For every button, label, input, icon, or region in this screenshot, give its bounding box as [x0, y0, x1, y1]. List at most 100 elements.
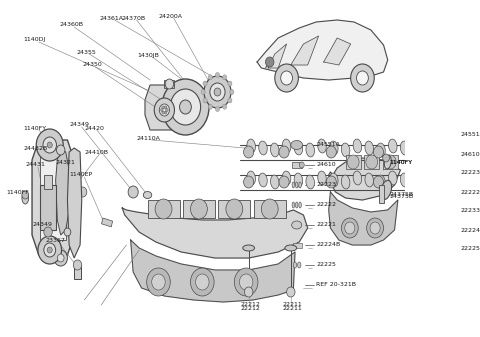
- Bar: [147, 200, 180, 218]
- Ellipse shape: [365, 173, 373, 187]
- Text: 24355: 24355: [77, 50, 96, 55]
- Ellipse shape: [441, 189, 443, 195]
- Circle shape: [208, 75, 213, 80]
- Bar: [102, 218, 113, 227]
- Ellipse shape: [438, 246, 442, 252]
- Ellipse shape: [285, 245, 297, 251]
- Circle shape: [444, 151, 449, 157]
- Ellipse shape: [437, 189, 440, 195]
- Circle shape: [47, 142, 52, 148]
- Ellipse shape: [259, 141, 267, 155]
- Circle shape: [345, 222, 355, 234]
- Text: 22222: 22222: [316, 203, 336, 208]
- Bar: [183, 200, 215, 218]
- Circle shape: [64, 228, 71, 236]
- Circle shape: [228, 81, 232, 86]
- Text: 24432B: 24432B: [24, 146, 48, 151]
- Circle shape: [261, 199, 278, 219]
- Circle shape: [78, 187, 87, 197]
- Circle shape: [73, 260, 82, 270]
- Circle shape: [57, 254, 64, 262]
- Text: 24349: 24349: [69, 123, 89, 127]
- Circle shape: [43, 137, 57, 153]
- Circle shape: [164, 106, 167, 109]
- Bar: [292, 162, 302, 168]
- Ellipse shape: [299, 182, 301, 188]
- Circle shape: [383, 154, 389, 162]
- Circle shape: [275, 64, 299, 92]
- Ellipse shape: [247, 171, 255, 185]
- Polygon shape: [329, 158, 400, 200]
- Text: 1140FF: 1140FF: [7, 189, 30, 194]
- Circle shape: [180, 100, 192, 114]
- Circle shape: [373, 146, 384, 158]
- Ellipse shape: [259, 173, 267, 187]
- Circle shape: [162, 79, 209, 135]
- Ellipse shape: [437, 170, 440, 176]
- Circle shape: [54, 250, 67, 266]
- Polygon shape: [67, 148, 82, 258]
- Circle shape: [287, 287, 295, 297]
- Bar: [40, 185, 56, 230]
- Bar: [44, 175, 52, 189]
- Text: 24410B: 24410B: [84, 150, 108, 154]
- Ellipse shape: [365, 141, 373, 155]
- Text: 22225: 22225: [460, 246, 480, 251]
- Text: 23367: 23367: [46, 238, 65, 243]
- Text: 22211: 22211: [282, 306, 302, 310]
- Circle shape: [166, 109, 168, 112]
- Circle shape: [384, 155, 396, 169]
- Ellipse shape: [296, 182, 298, 188]
- Text: 24551A: 24551A: [460, 132, 480, 137]
- Circle shape: [228, 98, 232, 103]
- Ellipse shape: [436, 130, 447, 140]
- Circle shape: [351, 64, 374, 92]
- Polygon shape: [324, 38, 351, 65]
- Circle shape: [162, 111, 164, 114]
- Ellipse shape: [377, 143, 385, 157]
- Polygon shape: [56, 148, 69, 235]
- Text: 22233: 22233: [460, 209, 480, 214]
- Text: 24361A: 24361A: [99, 16, 123, 21]
- Bar: [364, 155, 379, 169]
- Polygon shape: [291, 36, 319, 65]
- Text: 24360B: 24360B: [59, 23, 83, 28]
- Circle shape: [216, 72, 219, 78]
- Ellipse shape: [444, 170, 446, 176]
- Circle shape: [159, 104, 169, 116]
- Ellipse shape: [294, 173, 303, 187]
- Circle shape: [57, 145, 65, 155]
- Text: 22212: 22212: [240, 303, 260, 307]
- Circle shape: [244, 287, 253, 297]
- Circle shape: [38, 236, 61, 264]
- Bar: [74, 265, 81, 279]
- Text: 24350: 24350: [83, 62, 102, 67]
- Text: 1140DJ: 1140DJ: [24, 37, 46, 42]
- Ellipse shape: [282, 171, 291, 185]
- Circle shape: [223, 104, 227, 109]
- Text: 24420: 24420: [84, 125, 104, 130]
- Text: 1430JB: 1430JB: [137, 53, 159, 58]
- Text: 24375B: 24375B: [389, 192, 414, 197]
- Circle shape: [216, 106, 219, 112]
- Ellipse shape: [299, 202, 301, 208]
- Ellipse shape: [341, 143, 350, 157]
- Circle shape: [234, 268, 258, 296]
- Ellipse shape: [388, 139, 397, 153]
- Text: 22225: 22225: [316, 263, 336, 268]
- Circle shape: [226, 199, 243, 219]
- Circle shape: [195, 274, 209, 290]
- Bar: [293, 243, 302, 248]
- Circle shape: [326, 176, 336, 188]
- Text: 1140FY: 1140FY: [24, 125, 47, 130]
- Ellipse shape: [329, 173, 338, 187]
- Ellipse shape: [292, 202, 295, 208]
- Circle shape: [203, 98, 207, 103]
- Circle shape: [279, 176, 289, 188]
- Bar: [346, 155, 361, 169]
- Ellipse shape: [294, 141, 303, 155]
- Ellipse shape: [243, 245, 254, 251]
- Text: 24551A: 24551A: [316, 143, 340, 148]
- Circle shape: [44, 227, 52, 237]
- Polygon shape: [40, 157, 66, 240]
